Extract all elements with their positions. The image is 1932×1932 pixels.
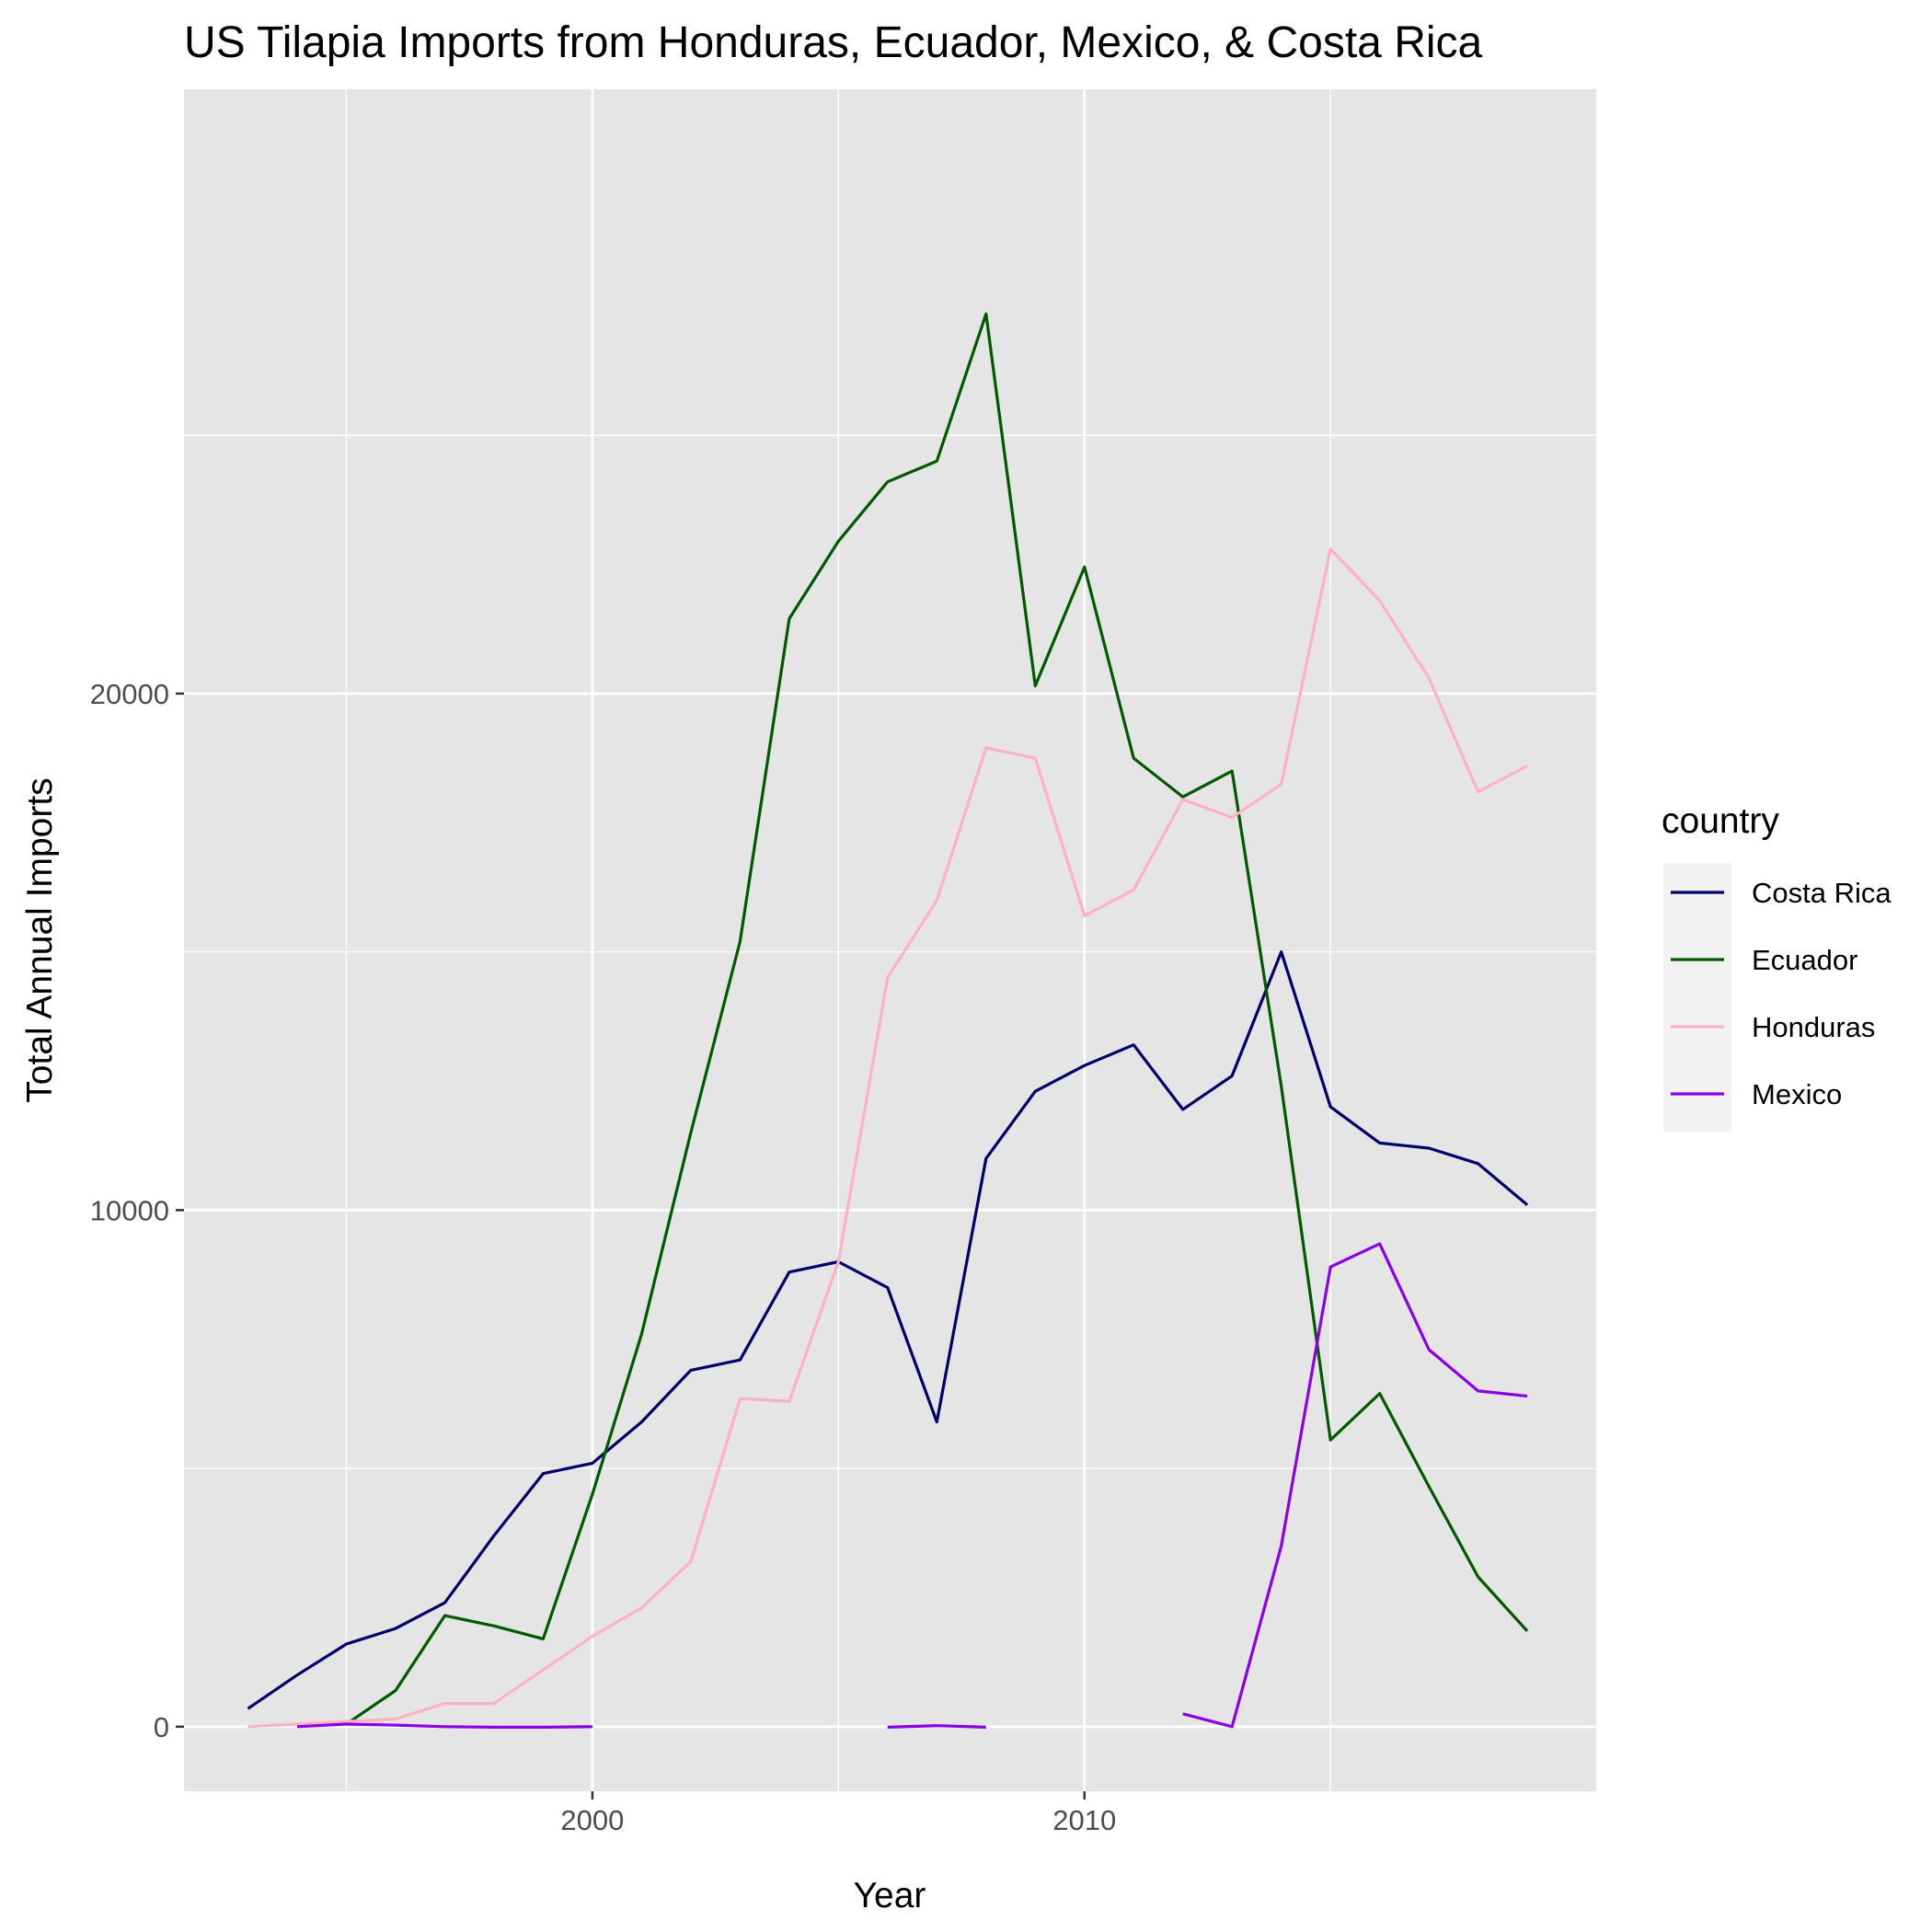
series-lines: [247, 312, 1529, 1729]
y-tick-label: 0: [154, 1711, 169, 1743]
plot-panel: [184, 89, 1596, 1791]
x-axis-title: Year: [854, 1876, 926, 1915]
legend-label-mexico: Mexico: [1752, 1078, 1842, 1110]
x-tick-label: 2000: [560, 1804, 624, 1836]
series-line-honduras: [247, 547, 1528, 1729]
series-line-mexico: [296, 1242, 1528, 1729]
x-tick-label: 2010: [1052, 1804, 1116, 1836]
legend-label-ecuador: Ecuador: [1752, 944, 1857, 976]
y-tick-label: 10000: [90, 1194, 169, 1226]
x-axis-ticks: 2000 2010: [560, 1791, 1116, 1836]
minor-gridlines: [184, 89, 1596, 1791]
y-axis-ticks: 0 10000 20000: [90, 678, 184, 1743]
legend-label-honduras: Honduras: [1752, 1011, 1875, 1043]
y-axis-title: Total Annual Imports: [20, 777, 60, 1102]
legend: country Costa Rica Ecuador Honduras Mexico: [1662, 801, 1892, 1132]
series-line-ecuador: [345, 312, 1529, 1726]
y-tick-label: 20000: [90, 678, 169, 710]
series-line-costa-rica: [247, 950, 1529, 1710]
legend-label-costa-rica: Costa Rica: [1752, 877, 1892, 909]
legend-title: country: [1662, 801, 1779, 841]
legend-key-background: [1663, 863, 1731, 1132]
chart-title: US Tilapia Imports from Honduras, Ecuado…: [184, 18, 1483, 67]
legend-items: Costa Rica Ecuador Honduras Mexico: [1671, 877, 1892, 1110]
